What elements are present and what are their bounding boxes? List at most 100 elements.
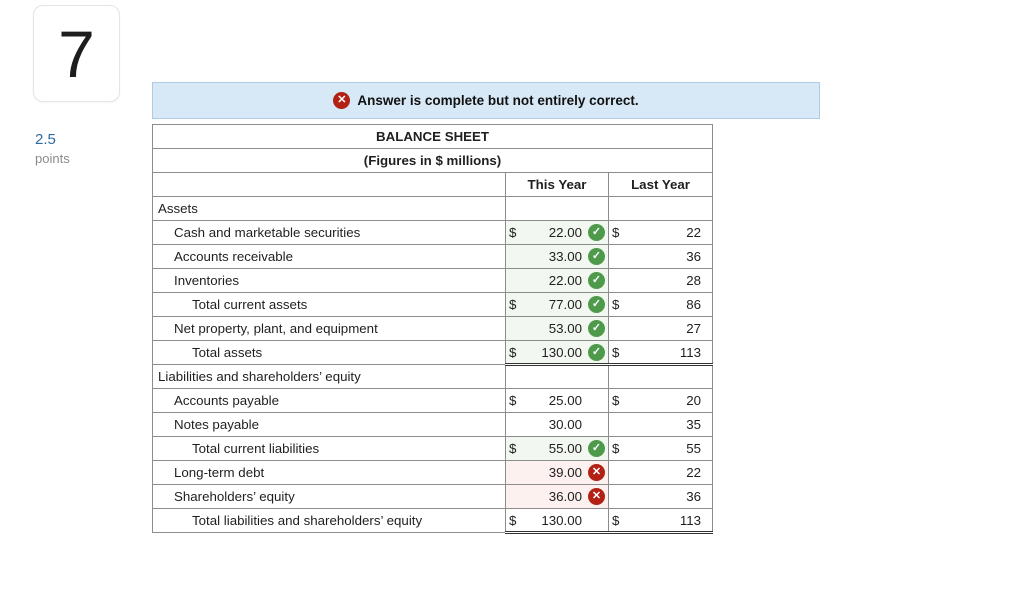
- table-row: Total current assets $77.00 ✓ $86: [152, 292, 714, 317]
- correct-icon: ✓: [588, 440, 605, 457]
- points-panel: 2.5 points: [35, 130, 70, 167]
- cell-value: 20: [686, 393, 702, 408]
- this-year-cell[interactable]: 22.00 ✓: [505, 268, 609, 293]
- row-label: Notes payable: [152, 412, 506, 437]
- last-year-cell: $55: [607, 436, 714, 461]
- this-year-cell[interactable]: $22.00 ✓: [505, 220, 609, 245]
- points-value: 2.5: [35, 131, 56, 148]
- row-label: Cash and marketable securities: [152, 220, 506, 245]
- currency-symbol: $: [509, 441, 517, 456]
- table-row: Accounts receivable 33.00 ✓ 36: [152, 244, 714, 269]
- grade-icon-slot: ✓: [584, 320, 605, 337]
- cell-value: 53.00: [548, 321, 582, 336]
- table-row: Shareholders’ equity 36.00 ✕ 36: [152, 484, 714, 509]
- correct-icon: ✓: [588, 343, 605, 361]
- cell-value: 25.00: [548, 393, 582, 408]
- last-year-cell: 35: [607, 412, 714, 437]
- table-row: Cash and marketable securities $22.00 ✓ $22: [152, 220, 714, 245]
- last-year-cell: [607, 364, 714, 389]
- this-year-cell[interactable]: $130.00 ✓: [505, 340, 609, 366]
- cell-value: 33.00: [548, 249, 582, 264]
- row-label: Accounts payable: [152, 388, 506, 413]
- cell-value: 22.00: [548, 273, 582, 288]
- this-year-cell[interactable]: $77.00 ✓: [505, 292, 609, 317]
- currency-symbol: $: [509, 297, 517, 312]
- currency-symbol: $: [612, 512, 620, 528]
- cell-value: 55.00: [548, 441, 582, 456]
- grade-icon-slot: ✓: [584, 224, 605, 241]
- points-label: points: [35, 151, 70, 166]
- last-year-cell: $113: [607, 508, 714, 534]
- currency-symbol: $: [612, 393, 620, 408]
- last-year-cell: 22: [607, 460, 714, 485]
- this-year-cell[interactable]: 53.00 ✓: [505, 316, 609, 341]
- cell-value: 30.00: [548, 417, 582, 432]
- this-year-cell: $25.00: [505, 388, 609, 413]
- correct-icon: ✓: [588, 320, 605, 337]
- table-row: Accounts payable $25.00 $20: [152, 388, 714, 413]
- last-year-cell: $86: [607, 292, 714, 317]
- correct-icon: ✓: [588, 272, 605, 289]
- grade-icon-slot: ✓: [584, 343, 605, 361]
- this-year-cell[interactable]: 36.00 ✕: [505, 484, 609, 509]
- table-row: Liabilities and shareholders’ equity: [152, 364, 714, 389]
- row-label: Net property, plant, and equipment: [152, 316, 506, 341]
- table-subtitle: (Figures in $ millions): [151, 148, 714, 173]
- currency-symbol: $: [509, 344, 517, 360]
- cell-value: 39.00: [548, 465, 582, 480]
- question-number: 7: [58, 16, 95, 91]
- row-label: Total current liabilities: [152, 436, 506, 461]
- last-year-cell: 28: [607, 268, 714, 293]
- cell-value: 22: [686, 465, 702, 480]
- incorrect-icon: ✕: [588, 464, 605, 481]
- feedback-banner-text: Answer is complete but not entirely corr…: [357, 93, 639, 108]
- cell-value: 35: [686, 417, 702, 432]
- this-year-cell[interactable]: 39.00 ✕: [505, 460, 609, 485]
- grade-icon-slot: ✓: [584, 296, 605, 313]
- this-year-cell[interactable]: 33.00 ✓: [505, 244, 609, 269]
- feedback-banner: ✕ Answer is complete but not entirely co…: [152, 82, 820, 119]
- last-year-cell: 36: [607, 244, 714, 269]
- table-subtitle-row: (Figures in $ millions): [151, 148, 714, 173]
- last-year-cell: $20: [607, 388, 714, 413]
- cell-value: 36: [686, 489, 702, 504]
- row-label: Accounts receivable: [152, 244, 506, 269]
- cell-value: 22: [686, 225, 702, 240]
- table-row: Notes payable 30.00 35: [152, 412, 714, 437]
- table-row: Total liabilities and shareholders’ equi…: [152, 508, 714, 534]
- row-label-header: [152, 172, 506, 197]
- incorrect-icon: ✕: [333, 92, 351, 109]
- grade-icon-slot: ✕: [584, 464, 605, 481]
- last-year-cell: 27: [607, 316, 714, 341]
- cell-value: 22.00: [548, 225, 582, 240]
- this-year-cell: 30.00: [505, 412, 609, 437]
- cell-value: 86: [686, 297, 702, 312]
- table-row: Inventories 22.00 ✓ 28: [152, 268, 714, 293]
- row-label: Liabilities and shareholders’ equity: [152, 364, 506, 389]
- cell-value: 113: [679, 512, 702, 528]
- cell-value: 28: [686, 273, 702, 288]
- currency-symbol: $: [509, 225, 517, 240]
- row-label: Total liabilities and shareholders’ equi…: [152, 508, 506, 533]
- table-row: Net property, plant, and equipment 53.00 ✓…: [152, 316, 714, 341]
- incorrect-icon: ✕: [588, 488, 605, 505]
- cell-value: 130.00: [541, 344, 582, 360]
- this-year-cell: [505, 364, 609, 389]
- column-header-row: This Year Last Year: [152, 172, 714, 197]
- correct-icon: ✓: [588, 224, 605, 241]
- cell-value: 27: [686, 321, 702, 336]
- cell-value: 36.00: [548, 489, 582, 504]
- last-year-cell: [607, 196, 714, 221]
- cell-value: 36: [686, 249, 702, 264]
- row-label: Inventories: [152, 268, 506, 293]
- cell-value: 55: [686, 441, 702, 456]
- last-year-cell: $22: [607, 220, 714, 245]
- last-year-cell: 36: [607, 484, 714, 509]
- this-year-cell: $130.00: [505, 508, 609, 534]
- table-title: BALANCE SHEET: [151, 124, 714, 149]
- this-year-cell[interactable]: $55.00 ✓: [505, 436, 609, 461]
- grade-icon-slot: ✕: [584, 488, 605, 505]
- currency-symbol: $: [509, 512, 517, 528]
- cell-value: 113: [679, 344, 702, 360]
- last-year-header: Last Year: [607, 172, 714, 197]
